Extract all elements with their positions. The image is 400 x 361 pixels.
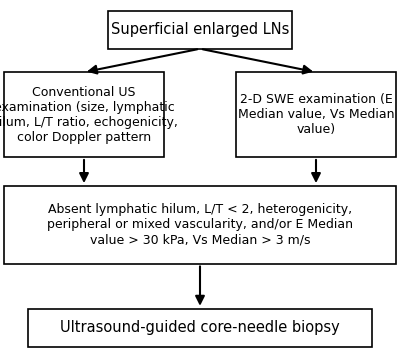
FancyBboxPatch shape — [4, 72, 164, 157]
Text: Absent lymphatic hilum, L/T < 2, heterogenicity,
peripheral or mixed vascularity: Absent lymphatic hilum, L/T < 2, heterog… — [47, 203, 353, 246]
FancyBboxPatch shape — [236, 72, 396, 157]
Text: Ultrasound-guided core-needle biopsy: Ultrasound-guided core-needle biopsy — [60, 320, 340, 335]
FancyBboxPatch shape — [4, 186, 396, 264]
Text: 2-D SWE examination (E
Median value, Vs Median
value): 2-D SWE examination (E Median value, Vs … — [238, 93, 394, 136]
FancyBboxPatch shape — [28, 309, 372, 347]
FancyBboxPatch shape — [108, 11, 292, 49]
Text: Superficial enlarged LNs: Superficial enlarged LNs — [111, 22, 289, 37]
Text: Conventional US
examination (size, lymphatic
hilum, L/T ratio, echogenicity,
col: Conventional US examination (size, lymph… — [0, 86, 178, 144]
